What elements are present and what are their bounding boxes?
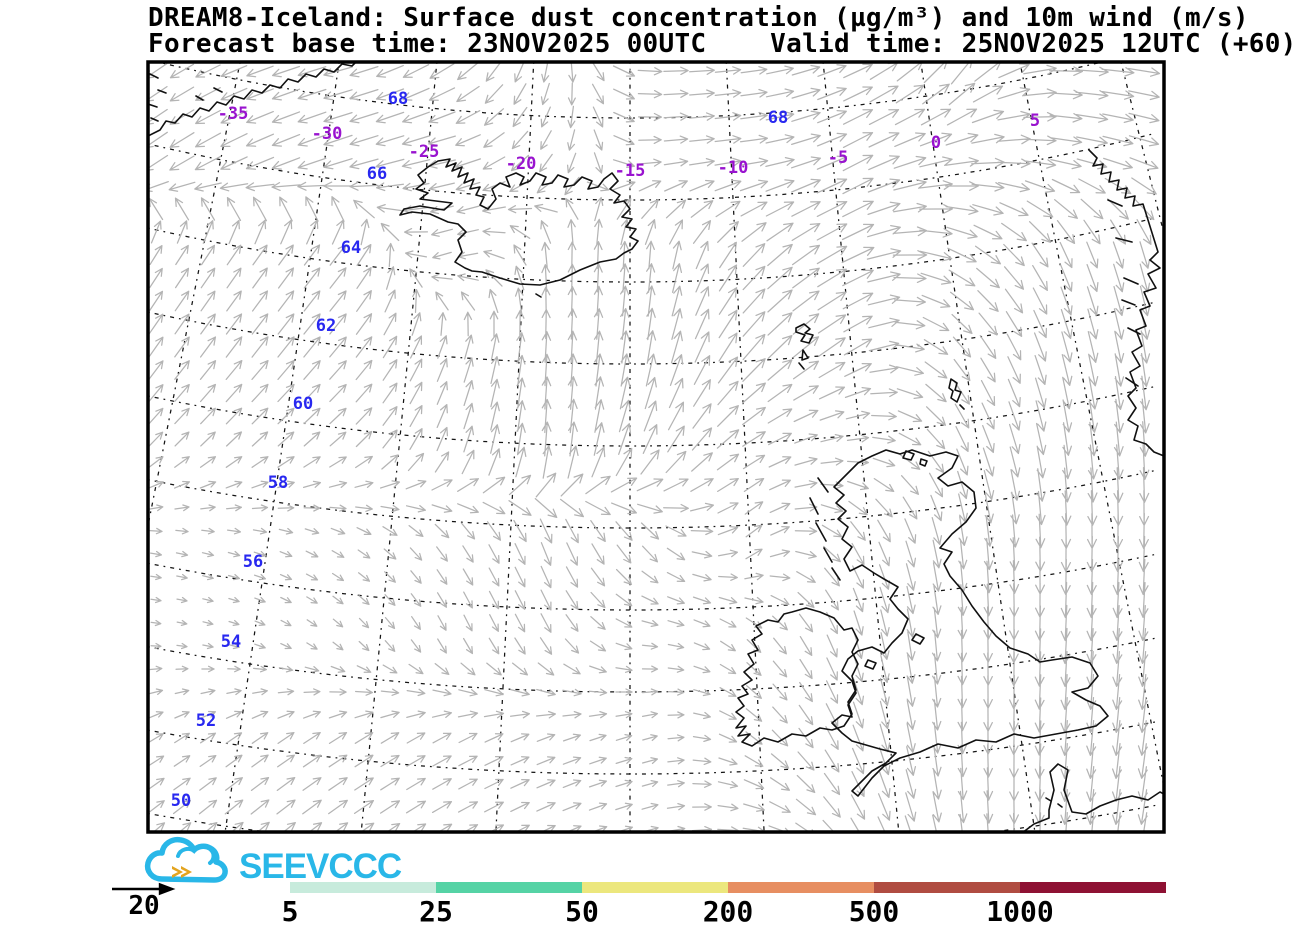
legend-segment [874,882,1020,893]
lat-label: 62 [316,316,336,336]
color-legend: 5 25 50 200 500 1000 [282,882,1166,925]
coast-greenland [148,62,358,137]
longitude-line [1120,62,1164,237]
lon-label: 5 [1030,111,1040,131]
logo-chevron-icon [172,866,192,878]
coast-norway [1088,149,1164,457]
title-line-2: Forecast base time: 23NOV2025 00UTC Vali… [148,29,1296,59]
longitude-line [920,62,1036,832]
lat-label: 58 [268,473,288,493]
lon-label: -20 [506,154,537,174]
longitude-line [495,62,535,832]
lat-label: 56 [243,552,263,572]
legend-label: 25 [419,895,453,925]
latitude-line [148,385,1157,447]
wind-scale-label: 20 [128,891,159,921]
latitude-line [148,132,1157,201]
legend-label: 1000 [986,895,1053,925]
coast-vestmannaeyjar [535,293,542,298]
longitude-line [360,62,438,832]
coast-greenland-islets [148,73,223,122]
lat-label: 54 [221,632,241,652]
wind-scale-reference: 20 [112,882,176,921]
latitude-line [148,217,1157,283]
lat-label: 60 [293,394,313,414]
wind-scale-arrow-icon [112,882,176,896]
legend-segment [1020,882,1166,893]
legend-segment [290,882,436,893]
lon-label: -15 [615,161,646,181]
graticule-layer [0,22,1164,832]
latitude-line [148,469,1157,529]
longitude-line [725,62,765,832]
coast-hebrides [809,477,841,581]
latitude-line [148,301,1157,365]
legend-label: 50 [565,895,599,925]
longitude-line [148,62,241,529]
coastline-layer [148,62,1164,832]
legend-label: 5 [282,895,299,925]
lat-label: 52 [196,711,216,731]
longitude-line [224,62,340,832]
coast-ireland [735,607,859,747]
longitude-line [822,62,900,832]
map-frame [146,60,1166,834]
coast-anglesey [864,659,877,670]
coast-iceland [399,158,639,286]
coast-isle-of-man [911,633,925,645]
wind-arrows [148,62,1161,832]
legend-segment [436,882,582,893]
lon-label: -5 [828,148,848,168]
latitude-line [400,22,862,36]
lon-label: -25 [409,142,440,162]
latitude-line [148,721,1157,775]
coast-shetland [948,378,965,410]
coast-channel-islands [1045,797,1063,808]
lat-label: 66 [367,164,387,184]
legend-label: 200 [703,895,754,925]
legend-segment [582,882,728,893]
coast-norway-fjords [1107,199,1141,387]
legend-segment [728,882,874,893]
coast-france [1022,763,1164,832]
title-line-1: DREAM8-Iceland: Surface dust concentrati… [148,3,1249,33]
lon-label: -10 [718,158,749,178]
seevccc-logo: SEEVCCC [144,836,403,886]
coast-orkney [902,450,928,467]
coast-faroe [795,323,814,370]
lat-label: 50 [171,791,191,811]
logo-text: SEEVCCC [239,847,402,886]
lat-label: 68 [768,108,788,128]
coast-great-britain [831,449,1109,797]
logo-inner-cloud-icon [176,844,216,865]
wind-arrows-layer [148,62,1161,832]
lat-label: 68 [388,89,408,109]
latitude-line [155,62,1105,119]
lon-label: 0 [931,133,941,153]
lon-label: -30 [312,124,343,144]
lat-label: 64 [341,238,361,258]
legend-label: 500 [849,895,900,925]
lon-label: -35 [218,104,249,124]
longitude-line [0,62,139,832]
